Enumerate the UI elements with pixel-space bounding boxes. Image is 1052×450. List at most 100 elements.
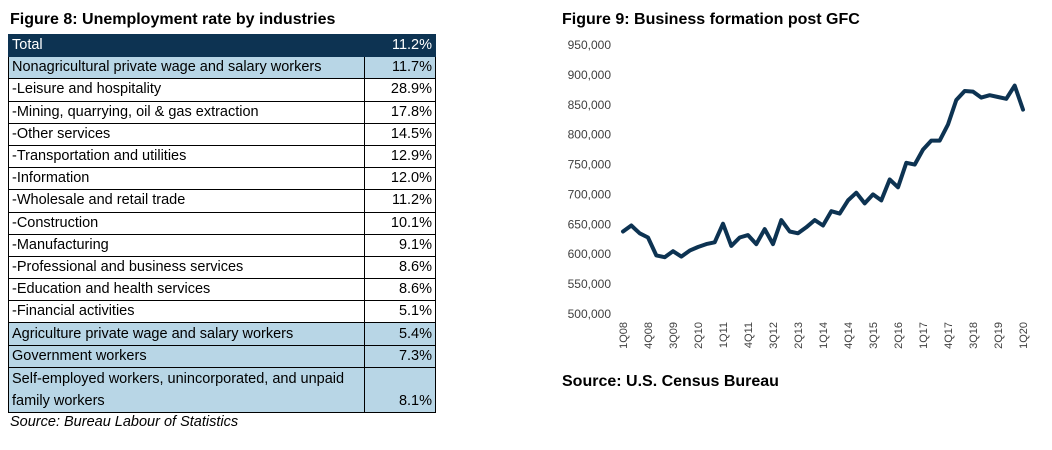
chart-source: Source: U.S. Census Bureau (562, 373, 779, 390)
data-point (780, 219, 782, 221)
data-point (755, 243, 757, 245)
table-source: Source: Bureau Labour of Statistics (10, 414, 239, 430)
x-tick-label: 2Q13 (793, 322, 805, 349)
row-label: -Mining, quarrying, oil & gas extraction (8, 100, 365, 124)
table-row: Agriculture private wage and salary work… (8, 322, 436, 346)
y-tick-label: 800,000 (568, 128, 612, 142)
chart-title: Figure 9: Business formation post GFC (562, 11, 860, 28)
data-point (889, 179, 891, 180)
data-point (672, 250, 674, 252)
data-point (714, 241, 716, 243)
business-formation-chart: 500,000 550,000 600,000 650,000 700,000 750,0… (568, 38, 1030, 349)
data-point (897, 186, 899, 188)
row-value: 12.0% (364, 167, 436, 191)
table-row: -Wholesale and retail trade 11.2% (8, 189, 436, 213)
row-label: Agriculture private wage and salary work… (8, 322, 365, 346)
y-tick-label: 550,000 (568, 277, 612, 291)
data-point (947, 124, 949, 125)
row-label: Nonagricultural private wage and salary … (8, 56, 365, 80)
x-tick-label: 3Q15 (868, 322, 880, 349)
data-point (972, 91, 974, 93)
data-point (830, 210, 832, 212)
x-tick-label: 1Q11 (718, 322, 730, 348)
table-row: -Education and health services 8.6% (8, 278, 436, 302)
x-tick-label: 3Q12 (768, 322, 780, 349)
row-label: -Professional and business services (8, 255, 365, 280)
data-point (955, 99, 957, 101)
data-point (730, 245, 732, 247)
data-point (789, 231, 791, 232)
data-point (905, 162, 907, 164)
y-tick-label: 600,000 (568, 247, 612, 261)
table-row: -Information 12.0% (8, 167, 436, 191)
data-point (747, 234, 749, 236)
y-tick-label: 700,000 (568, 187, 612, 201)
table-row: -Financial activities 5.1% (8, 300, 436, 324)
data-point (964, 90, 966, 92)
data-point (939, 140, 941, 142)
row-label: -Information (8, 167, 365, 191)
table-row: Government workers 7.3% (8, 344, 436, 368)
row-value: 11.2% (364, 189, 436, 213)
table-title: Figure 8: Unemployment rate by industrie… (10, 11, 336, 28)
data-point (805, 226, 807, 228)
row-value: 11.7% (364, 56, 436, 80)
table-row: -Transportation and utilities 12.9% (8, 144, 436, 169)
x-tick-label: 2Q19 (993, 322, 1005, 349)
x-tick-label: 1Q17 (918, 322, 930, 349)
row-label: -Wholesale and retail trade (8, 189, 365, 213)
row-label: -Construction (8, 211, 365, 235)
y-tick-label: 750,000 (568, 158, 612, 172)
table-row: -Other services 14.5% (8, 122, 436, 146)
data-point (1022, 109, 1024, 111)
row-value: 7.3% (364, 344, 436, 368)
x-tick-label: 1Q20 (1018, 322, 1030, 349)
y-tick-label: 650,000 (568, 217, 612, 231)
data-point (739, 237, 741, 238)
table-row: -Construction 10.1% (8, 211, 436, 235)
table-row: -Mining, quarrying, oil & gas extraction… (8, 100, 436, 124)
row-value: 17.8% (364, 100, 436, 124)
y-tick-label: 500,000 (568, 307, 612, 321)
row-label: Government workers (8, 344, 365, 368)
row-value: 5.1% (364, 300, 436, 324)
y-tick-label: 850,000 (568, 98, 612, 112)
row-value: 8.6% (364, 255, 436, 280)
data-point (639, 232, 641, 234)
row-label: -Financial activities (8, 300, 365, 324)
data-point (839, 213, 841, 215)
data-point (622, 231, 624, 232)
data-point (697, 246, 699, 248)
row-label: Self-employed workers, unincorporated, a… (8, 366, 365, 413)
table-row: -Professional and business services 8.6% (8, 255, 436, 280)
data-point (764, 228, 766, 230)
data-point (989, 94, 991, 96)
row-value: 11.2% (364, 33, 436, 58)
data-point (1014, 85, 1016, 87)
data-point (922, 149, 924, 151)
data-point (855, 192, 857, 194)
data-point (847, 199, 849, 201)
x-tick-label: 1Q14 (818, 322, 830, 349)
x-tick-label: 3Q18 (968, 322, 980, 349)
row-label: -Education and health services (8, 278, 365, 302)
series-line (621, 83, 1025, 260)
row-value: 9.1% (364, 233, 436, 257)
data-point (872, 193, 874, 195)
data-point (647, 237, 649, 238)
table-row: Self-employed workers, unincorporated, a… (8, 366, 436, 413)
row-value: 14.5% (364, 122, 436, 146)
x-tick-label: 3Q09 (668, 322, 680, 349)
x-tick-label: 4Q08 (643, 322, 655, 349)
x-axis: 1Q08 4Q08 3Q09 2Q10 1Q11 4Q11 3Q12 2Q13 1Q14 4Q14… (618, 322, 1030, 349)
x-tick-label: 4Q17 (943, 322, 955, 349)
data-point (864, 202, 866, 204)
data-point (980, 97, 982, 99)
data-point (814, 219, 816, 221)
plot-area (621, 83, 1025, 260)
x-tick-label: 2Q16 (893, 322, 905, 349)
data-point (930, 140, 932, 142)
data-point (880, 199, 882, 201)
row-value: 8.6% (364, 278, 436, 302)
table-row: Nonagricultural private wage and salary … (8, 56, 436, 80)
